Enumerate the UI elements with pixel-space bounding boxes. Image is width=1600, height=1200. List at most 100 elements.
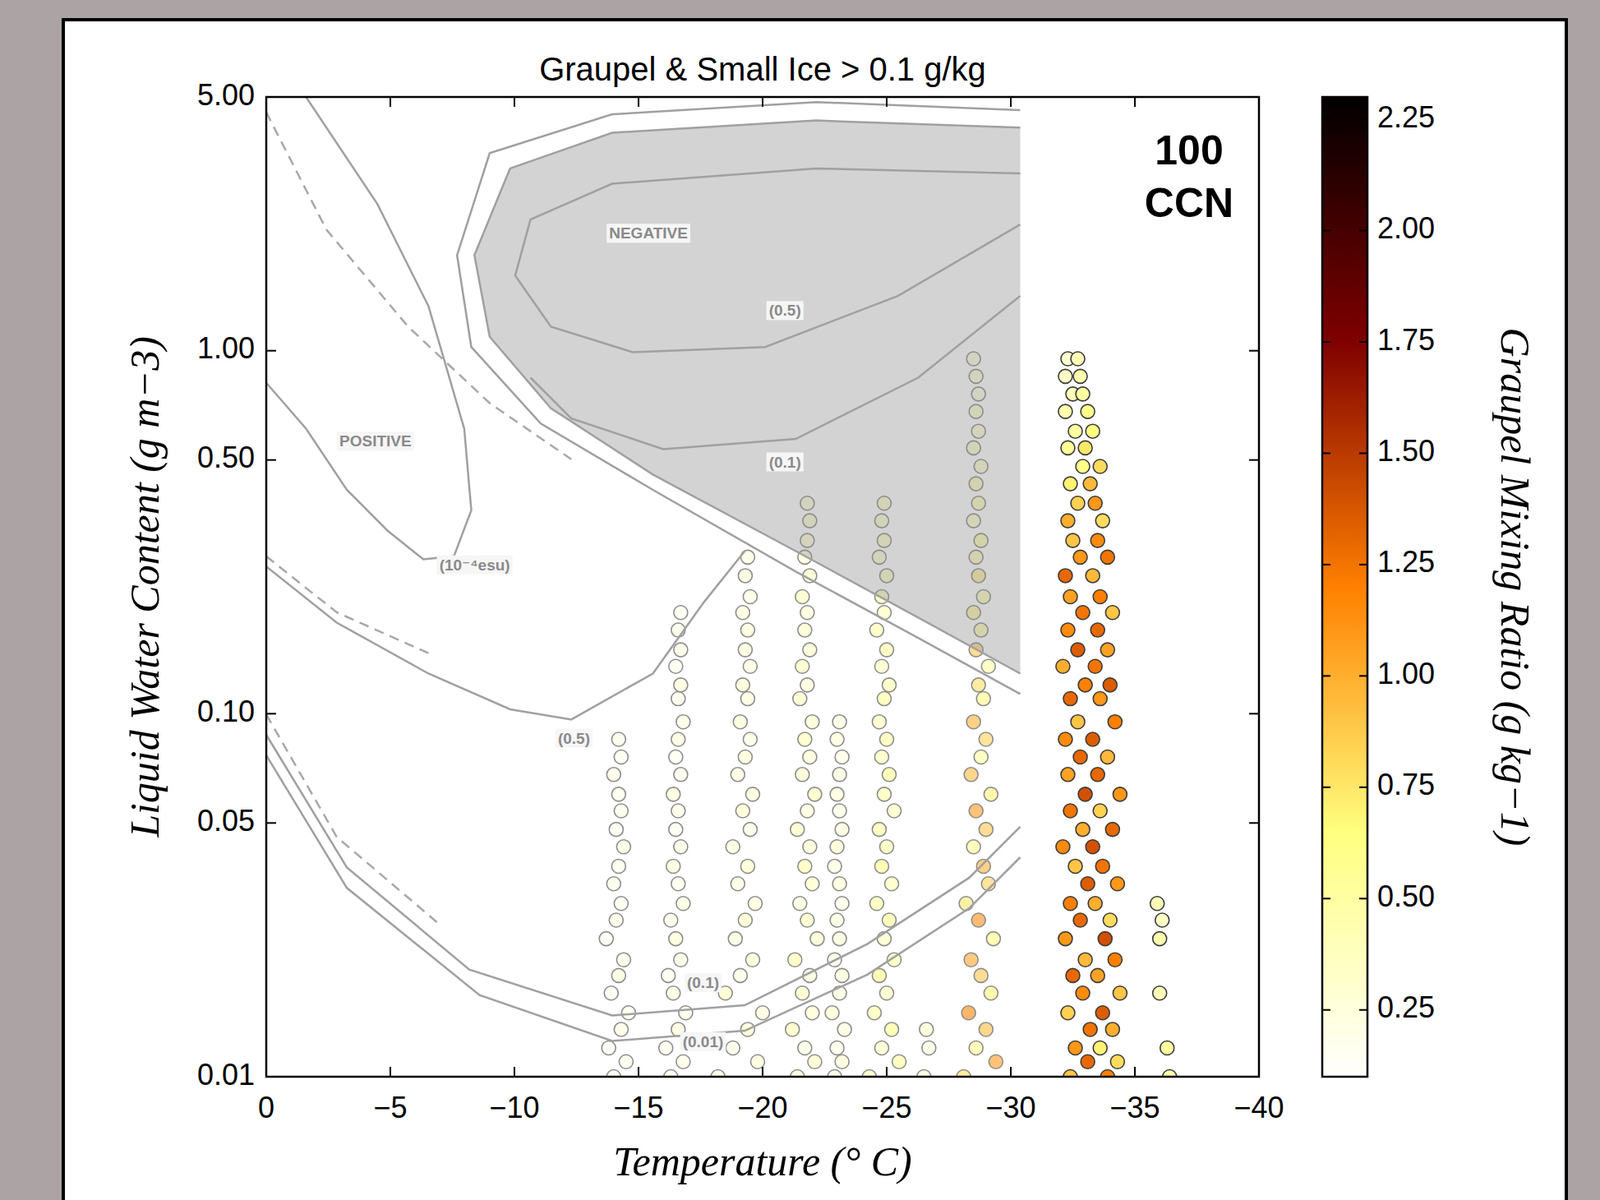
colorbar-tick xyxy=(1322,674,1331,677)
x-tick xyxy=(1009,1066,1012,1077)
diagram-label: (10⁻⁴esu) xyxy=(439,556,511,574)
point xyxy=(1058,368,1073,383)
y-tick xyxy=(1249,350,1259,352)
colorbar-tick xyxy=(1359,230,1368,232)
y-tick xyxy=(1249,712,1259,715)
point xyxy=(1063,896,1078,911)
point xyxy=(1090,767,1105,782)
label-patch xyxy=(684,972,722,992)
point xyxy=(1100,549,1115,564)
point xyxy=(1107,952,1122,967)
point xyxy=(1075,387,1090,402)
point xyxy=(1063,476,1078,491)
point xyxy=(1063,1069,1078,1078)
diagram-curve xyxy=(266,551,745,720)
point xyxy=(1110,876,1125,891)
colorbar-tick xyxy=(1359,563,1368,566)
colorbar-label: Graupel Mixing Ratio (g kg−1) xyxy=(1492,327,1539,847)
colorbar-tick xyxy=(1322,897,1331,900)
point xyxy=(1070,496,1085,511)
point xyxy=(1060,440,1075,455)
point xyxy=(1105,605,1120,620)
label-patch xyxy=(336,431,415,451)
point xyxy=(1078,440,1093,455)
point xyxy=(1060,622,1075,637)
diagram-label: NEGATIVE xyxy=(608,224,688,242)
label-patch xyxy=(606,223,691,243)
colorbar-tick xyxy=(1359,1009,1368,1011)
inset-label-line: 100 xyxy=(1154,127,1223,174)
point xyxy=(1097,931,1112,946)
x-tick xyxy=(761,1066,764,1077)
y-tick-label: 0.05 xyxy=(197,803,255,838)
x-tick xyxy=(513,1066,516,1077)
x-tick xyxy=(1134,1066,1136,1077)
point xyxy=(1105,822,1120,837)
y-tick xyxy=(1249,96,1259,98)
label-patch xyxy=(437,555,513,575)
point xyxy=(1085,839,1100,854)
point xyxy=(1085,424,1100,439)
colorbar-tick xyxy=(1359,118,1368,120)
point xyxy=(1055,839,1070,854)
x-tick xyxy=(1258,96,1260,107)
colorbar-tick-label: 1.25 xyxy=(1377,544,1435,579)
point xyxy=(1092,803,1107,818)
point xyxy=(1092,691,1107,706)
inset-label-line: CCN xyxy=(1144,179,1234,226)
colorbar-tick-label: 1.75 xyxy=(1377,322,1435,357)
diagram-curve xyxy=(456,101,1020,694)
y-tick xyxy=(1249,459,1259,462)
x-tick-label: −20 xyxy=(737,1090,788,1125)
point xyxy=(1162,1069,1177,1078)
colorbar-tick xyxy=(1322,451,1331,454)
point xyxy=(1058,568,1073,583)
x-tick-label: −15 xyxy=(613,1090,664,1125)
diagram-curve xyxy=(266,734,1021,1016)
y-tick xyxy=(266,821,277,824)
diagram-label: (0.1) xyxy=(769,453,802,471)
x-tick-label: −30 xyxy=(985,1090,1036,1125)
point xyxy=(1068,858,1083,873)
negative-region xyxy=(474,120,1020,674)
x-tick xyxy=(389,1066,392,1077)
y-tick xyxy=(266,350,277,352)
y-tick xyxy=(266,96,277,98)
x-tick-label: 0 xyxy=(258,1090,275,1125)
colorbar-tick xyxy=(1322,563,1331,566)
figure-panel xyxy=(63,19,1567,1200)
diagram-overlay xyxy=(266,96,1021,1077)
point xyxy=(1068,1041,1083,1056)
point xyxy=(1060,1005,1075,1020)
label-patch xyxy=(555,728,593,748)
x-tick-label: −35 xyxy=(1109,1090,1160,1125)
x-tick-label: −25 xyxy=(861,1090,912,1125)
title: Graupel & Small Ice > 0.1 g/kg xyxy=(539,50,987,88)
colorbar-tick xyxy=(1359,897,1368,900)
x-axis-label: Temperature (° C) xyxy=(613,1138,913,1185)
point xyxy=(1150,896,1165,911)
diagram-curve xyxy=(530,295,1021,449)
x-tick xyxy=(637,1066,640,1077)
point xyxy=(1095,858,1110,873)
colorbar: 0.250.500.751.001.251.501.752.002.25Grau… xyxy=(1322,96,1539,1077)
point xyxy=(1080,876,1095,891)
label-patch xyxy=(766,452,804,472)
colorbar-tick xyxy=(1322,230,1331,232)
x-tick xyxy=(1258,1066,1260,1077)
colorbar-tick xyxy=(1322,118,1331,120)
colorbar-tick xyxy=(1322,1009,1331,1011)
diagram-dashed-curve xyxy=(266,714,439,924)
point xyxy=(1092,1041,1107,1056)
diagram-dashed-curve xyxy=(266,112,572,460)
point xyxy=(1092,590,1107,605)
point xyxy=(1088,659,1103,674)
colorbar-tick xyxy=(1359,451,1368,454)
point xyxy=(1078,952,1093,967)
point xyxy=(1070,642,1085,657)
point xyxy=(1160,1041,1175,1056)
y-tick xyxy=(266,1075,277,1078)
point xyxy=(1078,787,1093,802)
point xyxy=(1075,986,1090,1001)
y-tick-label: 0.50 xyxy=(197,440,255,475)
